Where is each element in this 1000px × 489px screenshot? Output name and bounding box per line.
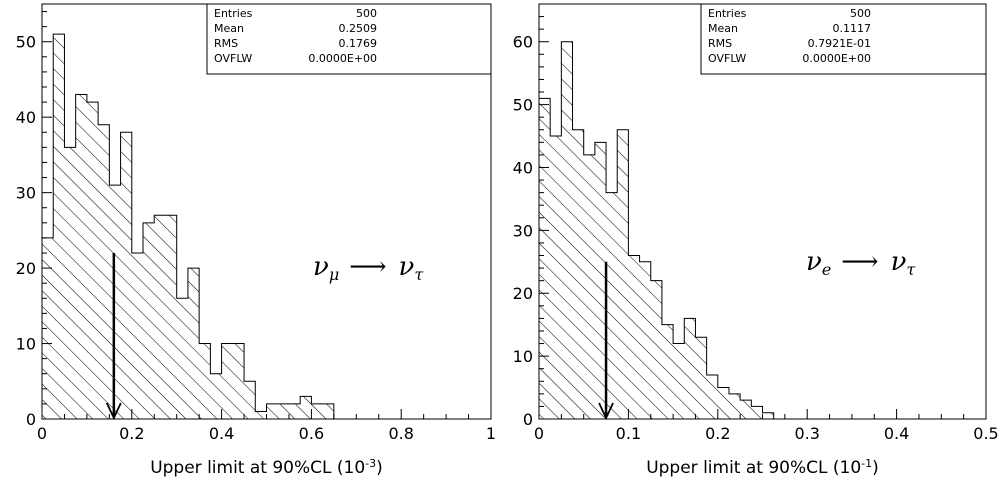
stat-value: 0.0000E+00	[802, 52, 871, 65]
formula-final-flavor: τ	[414, 265, 424, 284]
x-tick-label: 0.8	[388, 424, 413, 443]
y-tick-label: 10	[16, 335, 36, 354]
formula-final-neutrino: ν	[891, 247, 907, 277]
x-tick-label: 1	[486, 424, 496, 443]
x-tick-label: 0.4	[209, 424, 234, 443]
histogram-area	[41, 33, 335, 420]
stat-value: 0.0000E+00	[308, 52, 377, 65]
stat-value: 0.7921E-01	[808, 37, 871, 50]
x-axis-title: Upper limit at 90%CL (10-1)	[646, 457, 879, 479]
formula-final-flavor: τ	[906, 260, 916, 279]
statistics-box-frame	[700, 3, 987, 75]
stat-label: Mean	[214, 22, 244, 35]
x-tick-label: 0.2	[705, 424, 730, 443]
oscillation-formula: νe ⟶ ντ	[806, 247, 916, 279]
stat-value: 500	[356, 7, 377, 20]
stat-label: OVFLW	[214, 52, 252, 65]
histogram-area	[538, 41, 775, 420]
y-tick-label: 40	[513, 158, 533, 177]
stat-label: Mean	[708, 22, 738, 35]
formula-final-neutrino: ν	[399, 252, 415, 282]
formula-initial-flavor: e	[822, 260, 831, 279]
y-tick-label: 20	[16, 259, 36, 278]
statistics-box: Entries 500 Mean 0.2509 RMS 0.1769 OVFLW 0.0000…	[206, 3, 492, 75]
y-tick-label: 30	[513, 221, 533, 240]
x-axis-title-end: )	[872, 458, 879, 478]
stat-label: OVFLW	[708, 52, 746, 65]
arrow-head	[598, 402, 614, 421]
x-tick-label: 0.1	[616, 424, 641, 443]
x-tick-label: 0.4	[884, 424, 909, 443]
x-tick-label: 0	[534, 424, 544, 443]
x-tick-label: 0.2	[119, 424, 144, 443]
stat-value: 500	[850, 7, 871, 20]
x-tick-label: 0.5	[973, 424, 998, 443]
y-tick-label: 0	[26, 410, 36, 429]
stat-value: 0.2509	[339, 22, 378, 35]
histogram-panel-right: 0 0.1 0.2 0.3 0.4 0.5 0 10 20 30 40 50 60 Upper limit…	[513, 3, 999, 479]
y-tick-label: 10	[513, 347, 533, 366]
x-axis-title-exponent: -3	[365, 457, 376, 470]
statistics-box-frame	[206, 3, 492, 75]
formula-initial-flavor: μ	[329, 265, 339, 284]
formula-initial-neutrino: ν	[806, 247, 822, 277]
formula-initial-neutrino: ν	[313, 252, 329, 282]
statistics-box: Entries 500 Mean 0.1117 RMS 0.7921E-01 OVFLW 0.…	[700, 3, 987, 75]
oscillation-formula: νμ ⟶ ντ	[313, 252, 424, 284]
stat-value: 0.1769	[339, 37, 378, 50]
formula-arrow: ⟶	[349, 252, 386, 282]
x-tick-label: 0.6	[299, 424, 324, 443]
x-axis-title: Upper limit at 90%CL (10-3)	[150, 457, 383, 479]
x-axis-title-main: Upper limit at 90%CL (10	[150, 458, 365, 478]
stat-value: 0.1117	[833, 22, 872, 35]
stat-label: RMS	[708, 37, 732, 50]
y-tick-label: 30	[16, 184, 36, 203]
stat-label: Entries	[708, 7, 747, 20]
y-tick-label: 50	[513, 96, 533, 115]
formula-arrow: ⟶	[841, 247, 878, 277]
x-tick-label: 0.3	[794, 424, 819, 443]
x-tick-label: 0	[37, 424, 47, 443]
y-tick-label: 40	[16, 108, 36, 127]
y-tick-label: 20	[513, 284, 533, 303]
x-axis-title-main: Upper limit at 90%CL (10	[646, 458, 861, 478]
stat-label: Entries	[214, 7, 253, 20]
stat-label: RMS	[214, 37, 238, 50]
arrow-head	[106, 402, 122, 421]
x-axis-title-exponent: -1	[861, 457, 872, 470]
x-axis-title-end: )	[376, 458, 383, 478]
y-tick-label: 60	[513, 33, 533, 52]
y-tick-label: 50	[16, 33, 36, 52]
y-tick-label: 0	[523, 410, 533, 429]
